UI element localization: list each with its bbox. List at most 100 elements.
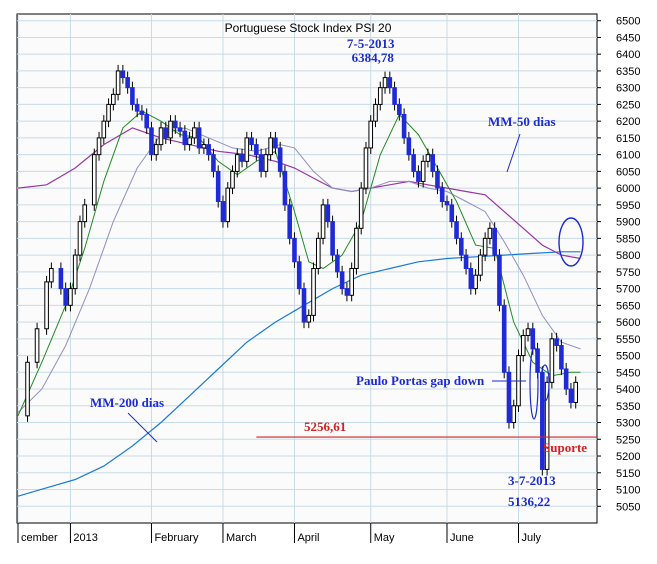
y-tick-label: 5300 bbox=[616, 418, 640, 430]
mm50-pointer bbox=[506, 133, 521, 173]
candle-body bbox=[234, 154, 240, 172]
candle-body bbox=[435, 170, 440, 189]
candle-body bbox=[544, 381, 550, 470]
candle-body bbox=[196, 127, 202, 149]
x-tick-label: April bbox=[297, 532, 319, 544]
candle-body bbox=[387, 77, 393, 89]
candle-body bbox=[173, 120, 178, 129]
candle-body bbox=[77, 221, 83, 256]
candle-body bbox=[34, 328, 40, 363]
candle-body bbox=[220, 201, 226, 223]
candle-body bbox=[406, 137, 412, 156]
y-tick-label: 6300 bbox=[616, 83, 640, 95]
candle-body bbox=[144, 113, 149, 129]
candles bbox=[25, 64, 579, 476]
x-tick-label: 2013 bbox=[73, 532, 97, 544]
candle-body bbox=[468, 268, 474, 290]
candle-body bbox=[239, 154, 245, 162]
candle-body bbox=[44, 281, 49, 330]
candle-body bbox=[501, 304, 507, 373]
y-tick-label: 5450 bbox=[616, 367, 640, 379]
candle-body bbox=[244, 137, 250, 162]
candle-body bbox=[511, 405, 517, 424]
candle-body bbox=[153, 144, 159, 156]
candle-body bbox=[344, 288, 350, 296]
candle-body bbox=[96, 137, 102, 156]
candle-body bbox=[211, 154, 216, 172]
y-tick-label: 6450 bbox=[616, 32, 640, 44]
candle-body bbox=[568, 388, 574, 403]
mm200-label: MM-200 dias bbox=[90, 395, 164, 410]
candle-body bbox=[306, 314, 312, 323]
candle-body bbox=[320, 204, 326, 239]
candle-body bbox=[330, 221, 335, 256]
y-tick-label: 5900 bbox=[616, 217, 640, 229]
candle-body bbox=[497, 254, 502, 306]
candle-body bbox=[425, 154, 431, 162]
candle-body bbox=[368, 120, 374, 149]
y-tick-label: 5200 bbox=[616, 451, 640, 463]
y-tick-label: 5650 bbox=[616, 300, 640, 312]
y-tick-label: 5700 bbox=[616, 284, 640, 296]
candle-body bbox=[249, 137, 254, 146]
candle-body bbox=[215, 170, 221, 203]
candle-body bbox=[254, 144, 259, 156]
candle-body bbox=[377, 87, 383, 105]
candle-body bbox=[296, 261, 302, 290]
candle-body bbox=[382, 77, 388, 89]
candle-body bbox=[177, 127, 183, 132]
low-value-label: 5136,22 bbox=[508, 494, 550, 509]
candle-body bbox=[277, 147, 283, 172]
candle-body bbox=[397, 103, 402, 115]
candle-body bbox=[268, 137, 273, 156]
y-tick-label: 6050 bbox=[616, 166, 640, 178]
gap-circle-left bbox=[529, 346, 539, 420]
candle-body bbox=[416, 170, 421, 182]
y-tick-label: 5100 bbox=[616, 485, 640, 497]
candle-body bbox=[444, 201, 450, 206]
candle-body bbox=[72, 254, 78, 290]
peak-date-label: 7-5-2013 bbox=[347, 36, 395, 51]
mm-cross-circle bbox=[558, 217, 584, 267]
y-tick-label: 5150 bbox=[616, 468, 640, 480]
y-tick-label: 5800 bbox=[616, 250, 640, 262]
candle-body bbox=[349, 268, 354, 296]
candle-body bbox=[263, 154, 269, 172]
candle-body bbox=[525, 328, 531, 336]
candle-body bbox=[68, 288, 73, 306]
candle-body bbox=[287, 204, 292, 239]
low-date-label: 3-7-2013 bbox=[508, 473, 556, 488]
candle-body bbox=[230, 170, 235, 189]
candle-body bbox=[139, 110, 145, 115]
y-tick-label: 6150 bbox=[616, 133, 640, 145]
candle-body bbox=[168, 120, 173, 139]
y-tick-label: 5050 bbox=[616, 501, 640, 513]
candle-body bbox=[115, 70, 121, 95]
mm200-pointer bbox=[127, 412, 158, 443]
x-tick-label: cember bbox=[21, 532, 58, 544]
support-label: Suporte bbox=[543, 440, 587, 455]
candle-body bbox=[201, 144, 207, 149]
candle-body bbox=[292, 237, 297, 263]
y-tick-label: 5500 bbox=[616, 351, 640, 363]
y-tick-label: 5250 bbox=[616, 434, 640, 446]
candle-body bbox=[420, 160, 426, 182]
candle-body bbox=[459, 237, 464, 256]
candle-body bbox=[25, 361, 30, 417]
candle-body bbox=[316, 237, 321, 270]
candle-body bbox=[106, 103, 111, 122]
candle-body bbox=[559, 345, 564, 370]
candle-body bbox=[325, 204, 331, 223]
gap-circle-right bbox=[540, 364, 550, 402]
y-tick-label: 5750 bbox=[616, 267, 640, 279]
y-axis: 5050 5100 5150 5200 5250 5300 5350 5400 5450 5500… bbox=[597, 16, 640, 513]
candle-body bbox=[158, 127, 164, 146]
candle-body bbox=[573, 381, 579, 403]
candle-body bbox=[401, 113, 407, 139]
candle-body bbox=[439, 187, 445, 203]
candle-body bbox=[506, 371, 512, 424]
candle-body bbox=[554, 338, 559, 347]
y-tick-label: 5550 bbox=[616, 334, 640, 346]
